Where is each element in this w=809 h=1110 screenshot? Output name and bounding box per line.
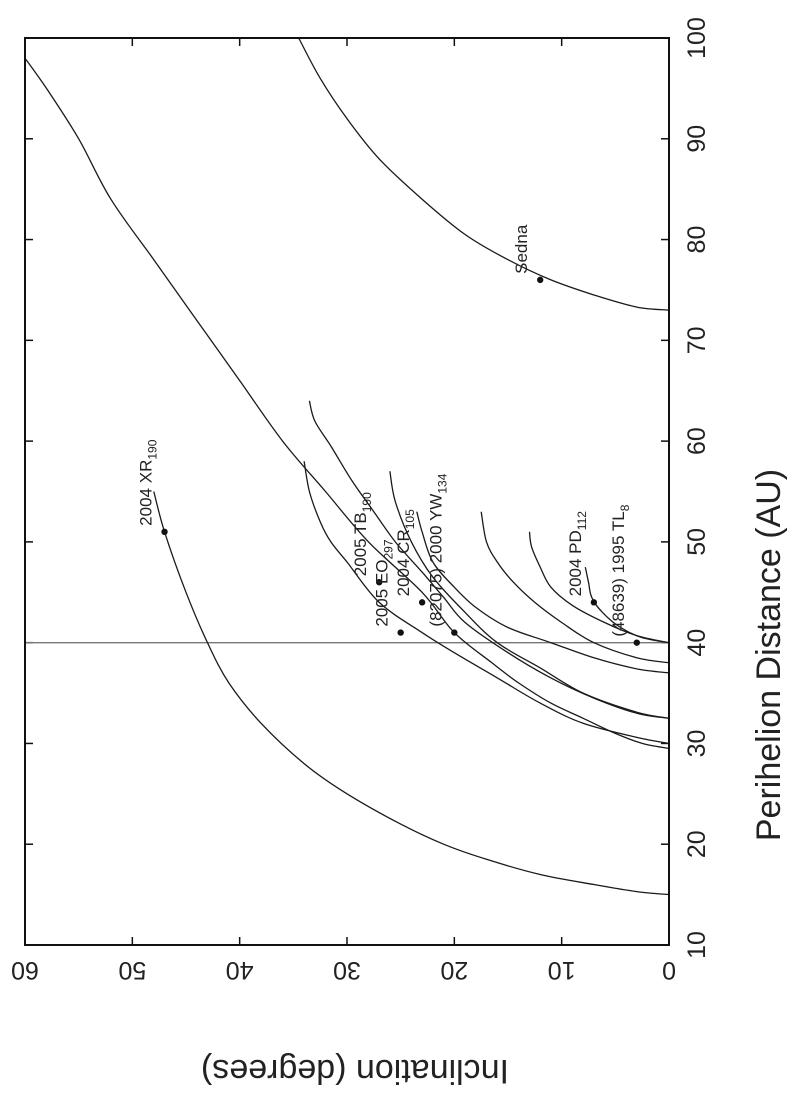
object-name: 2004 PD xyxy=(566,530,585,596)
object-name: Sedna xyxy=(512,224,531,274)
y-tick-label: 30 xyxy=(333,956,361,984)
x-tick-label: 70 xyxy=(683,326,711,354)
object-subscript: 297 xyxy=(382,539,396,559)
object-point xyxy=(590,599,598,606)
x-tick-label: 30 xyxy=(683,730,711,758)
x-tick-label: 40 xyxy=(683,629,711,657)
object-point xyxy=(376,579,383,586)
x-tick-label: 100 xyxy=(683,17,711,59)
y-axis-label: Inclination (degrees) xyxy=(201,1052,509,1090)
object-subscript: 105 xyxy=(403,509,417,529)
y-tick-label: 0 xyxy=(662,956,676,984)
orbit-curve-7 xyxy=(480,511,670,664)
plot-frame xyxy=(24,37,670,946)
object-subscript: 190 xyxy=(360,492,374,512)
object-subscript: 112 xyxy=(575,511,589,530)
object-label: 2005 EO297 xyxy=(373,539,396,626)
object-label: 2004 XR190 xyxy=(137,439,160,526)
x-tick-label: 20 xyxy=(683,830,711,858)
orbit-curve-6 xyxy=(416,511,670,674)
object-name: (48639) 1995 TL xyxy=(609,511,628,636)
object-point xyxy=(451,629,458,636)
object-point xyxy=(397,629,404,636)
object-name: 2005 EO xyxy=(373,559,392,626)
object-name: (82075) 2000 YW xyxy=(426,494,445,627)
x-axis-label: Perihelion Distance (AU) xyxy=(750,469,788,841)
orbit-curve-8 xyxy=(528,531,670,644)
object-label: Sedna xyxy=(512,224,531,274)
object-name: 2004 CR xyxy=(394,529,413,596)
object-name: 2004 XR xyxy=(137,460,156,526)
object-subscript: 190 xyxy=(146,439,160,459)
object-label: 2004 PD112 xyxy=(566,511,589,597)
object-label: (48639) 1995 TL8 xyxy=(609,504,632,636)
object-point xyxy=(418,599,426,606)
y-tick-label: 50 xyxy=(118,956,146,984)
object-label: (82075) 2000 YW134 xyxy=(426,473,449,626)
object-subscript: 134 xyxy=(435,473,449,493)
object-point xyxy=(537,276,544,284)
y-tick-label: 40 xyxy=(226,956,254,984)
y-tick-label: 10 xyxy=(548,956,576,984)
x-tick-label: 90 xyxy=(683,125,711,153)
x-tick-label: 80 xyxy=(683,226,711,254)
orbit-curve-1 xyxy=(153,491,670,896)
object-point xyxy=(161,528,168,536)
orbit-curve-2 xyxy=(24,57,670,750)
object-label: 2005 TB190 xyxy=(351,492,374,576)
y-tick-label: 20 xyxy=(440,956,468,984)
orbit-curve-9 xyxy=(584,566,670,644)
object-point xyxy=(633,639,640,646)
y-tick-label: 60 xyxy=(11,956,39,984)
x-tick-label: 10 xyxy=(683,931,711,959)
orbit-curve-10 xyxy=(298,37,670,311)
orbit-curve-5 xyxy=(389,471,670,719)
object-name: 2005 TB xyxy=(351,512,370,576)
object-label: 2004 CR105 xyxy=(394,509,417,596)
x-tick-label: 50 xyxy=(683,528,711,556)
orbit-curve-3 xyxy=(303,461,670,745)
object-subscript: 8 xyxy=(618,504,632,511)
x-tick-label: 60 xyxy=(683,427,711,455)
